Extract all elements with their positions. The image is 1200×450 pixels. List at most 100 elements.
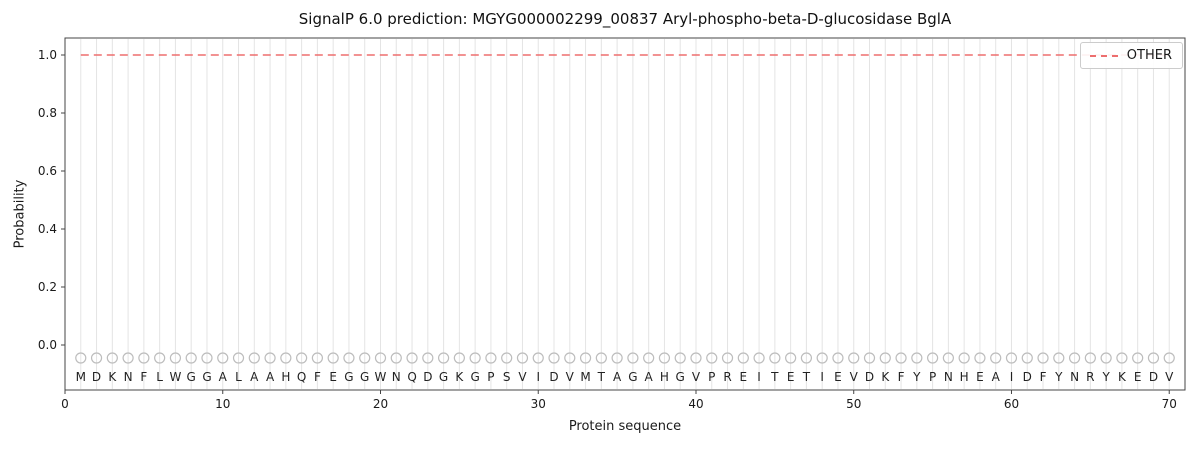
residue-letter: L	[156, 370, 163, 384]
residue-letter: I	[820, 370, 824, 384]
residue-marker	[1116, 352, 1128, 364]
residue-letter: E	[740, 370, 748, 384]
residue-letter: G	[344, 370, 353, 384]
residue-marker	[895, 352, 907, 364]
residue-letter: G	[676, 370, 685, 384]
residue-marker	[627, 352, 639, 364]
residue-marker	[611, 352, 623, 364]
residue-marker	[564, 352, 576, 364]
residue-marker	[201, 352, 213, 364]
residue-letter: T	[802, 370, 811, 384]
residue-marker	[248, 352, 260, 364]
residue-letter: D	[865, 370, 874, 384]
residue-marker	[690, 352, 702, 364]
residue-marker	[516, 352, 529, 364]
y-tick-label: 1.0	[38, 48, 57, 62]
x-tick-label: 30	[531, 397, 546, 411]
residue-marker	[185, 352, 197, 364]
residue-marker	[390, 352, 402, 364]
residue-letter: D	[549, 370, 558, 384]
legend: OTHER	[1079, 42, 1183, 69]
residue-marker	[217, 352, 229, 364]
residue-letter: A	[613, 370, 622, 384]
residue-letter: N	[392, 370, 401, 384]
residue-marker	[990, 352, 1002, 364]
y-tick-label: 0.8	[38, 106, 57, 120]
residue-letter: S	[503, 370, 511, 384]
residue-letter: K	[108, 370, 117, 384]
residue-letter: G	[439, 370, 448, 384]
y-axis-label: Probability	[12, 179, 28, 249]
residue-marker	[359, 352, 371, 364]
residue-letter: A	[645, 370, 654, 384]
residue-marker	[1163, 352, 1175, 364]
residue-letter: P	[708, 370, 715, 384]
residue-marker	[1037, 352, 1049, 364]
residue-marker	[848, 352, 860, 364]
x-tick-label: 20	[373, 397, 388, 411]
residue-letter: A	[992, 370, 1001, 384]
residue-letter: V	[518, 370, 527, 384]
legend-dashed-line-icon	[1089, 54, 1118, 57]
residue-letter: K	[1118, 370, 1127, 384]
residue-marker	[106, 352, 118, 364]
residue-marker	[485, 352, 497, 364]
residue-letter: G	[202, 370, 211, 384]
residue-letter: E	[1134, 370, 1142, 384]
residue-marker	[122, 352, 134, 364]
residue-letter: Q	[407, 370, 416, 384]
residue-letter: E	[787, 370, 795, 384]
residue-marker	[1068, 352, 1081, 364]
residue-marker	[422, 352, 434, 364]
residue-letter: A	[250, 370, 259, 384]
residue-marker	[721, 352, 734, 364]
residue-marker	[311, 352, 323, 364]
residue-marker	[879, 352, 891, 364]
residue-marker	[406, 352, 418, 364]
residue-marker	[753, 352, 765, 364]
residue-marker	[863, 352, 876, 364]
residue-marker	[1132, 352, 1144, 364]
residue-marker	[90, 352, 103, 364]
residue-marker	[769, 352, 781, 364]
residue-letter: W	[375, 370, 387, 384]
residue-letter: F	[898, 370, 905, 384]
plot-title: SignalP 6.0 prediction: MGYG000002299_00…	[298, 10, 952, 28]
residue-marker	[658, 352, 671, 364]
residue-letter: D	[92, 370, 101, 384]
residue-marker	[832, 352, 844, 364]
residue-letter: H	[660, 370, 669, 384]
residue-letter: E	[329, 370, 337, 384]
axes-frame	[64, 37, 1186, 391]
residue-marker	[469, 352, 481, 364]
x-axis-label: Protein sequence	[568, 419, 682, 434]
residue-marker	[595, 352, 607, 364]
residue-letter: K	[881, 370, 890, 384]
residue-marker	[374, 352, 387, 364]
residue-letter: G	[470, 370, 479, 384]
residue-marker	[958, 352, 970, 364]
residue-letter: V	[566, 370, 575, 384]
residue-letter: V	[1165, 370, 1174, 384]
residue-letter: E	[976, 370, 984, 384]
residue-letter: H	[960, 370, 969, 384]
residue-marker	[138, 352, 150, 364]
residue-marker	[1021, 352, 1033, 364]
residue-letter: G	[628, 370, 637, 384]
residue-marker	[674, 352, 686, 364]
residue-letter: R	[723, 370, 731, 384]
residue-letter: L	[235, 370, 242, 384]
residue-marker	[280, 352, 292, 364]
residue-marker	[75, 352, 87, 364]
residue-letter: E	[834, 370, 842, 384]
residue-letter: Y	[912, 370, 921, 384]
residue-letter: A	[266, 370, 275, 384]
residue-letter: R	[1086, 370, 1094, 384]
residue-letter: D	[1023, 370, 1032, 384]
residue-letter: N	[944, 370, 953, 384]
residue-marker	[327, 352, 339, 364]
residue-marker	[737, 352, 749, 364]
residue-letter: V	[692, 370, 701, 384]
